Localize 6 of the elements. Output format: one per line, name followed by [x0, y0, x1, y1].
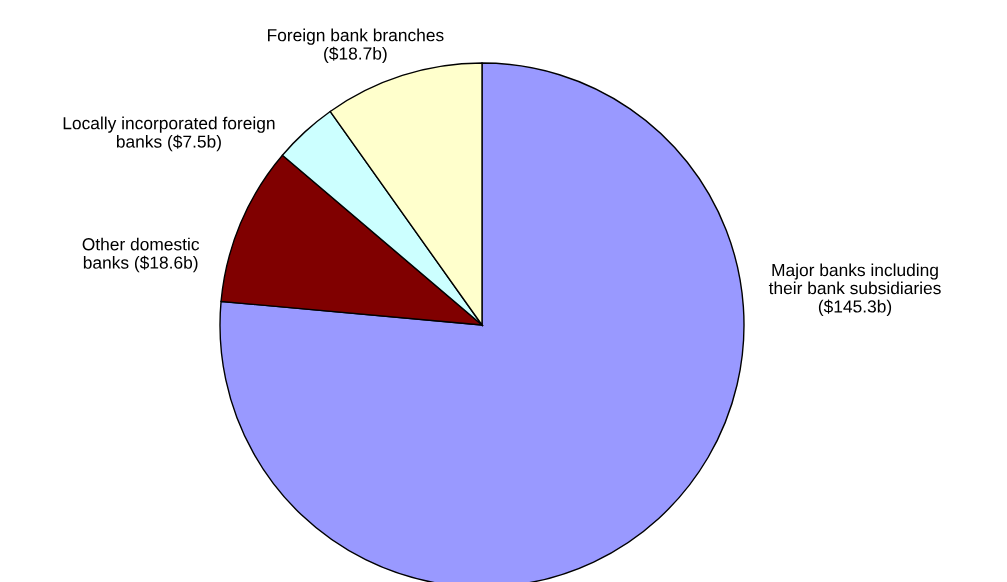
- slice-label: Locally incorporated foreign banks ($7.5b): [63, 116, 275, 152]
- data-label: ($18.7b): [324, 46, 387, 64]
- data-label: ($145.3b): [818, 299, 892, 317]
- slice-label: Major banks including their bank subsidiaries: [768, 263, 941, 295]
- slice-label: Other domestic banks ($18.6b): [82, 237, 200, 273]
- slice-label: Foreign bank branches: [268, 28, 444, 45]
